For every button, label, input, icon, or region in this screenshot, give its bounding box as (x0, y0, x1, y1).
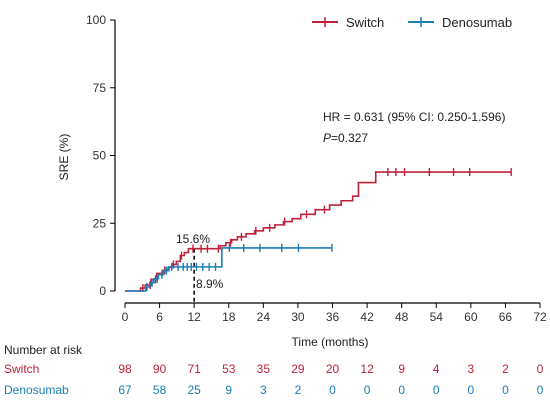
y-tick-label: 0 (99, 284, 106, 298)
risk-value-denosumab: 9 (225, 383, 232, 397)
risk-value-switch: 90 (153, 362, 167, 376)
risk-values: 98 90 71 53 35 29 20 12 9 4 3 2 067 58 25 9 3 2 0 0 0 0 0 0 0 (118, 362, 543, 397)
risk-value-denosumab: 67 (118, 383, 132, 397)
y-tick-label: 25 (93, 216, 107, 230)
p-value-text: P=0.327 (323, 131, 368, 145)
axes: 0 25 50 75 100 0 6 12 18 24 30 36 42 48 54 60 66 72 (86, 13, 547, 324)
risk-value-denosumab: 25 (187, 383, 201, 397)
risk-value-denosumab: 0 (364, 383, 371, 397)
annotation-denosumab-12m: 8.9% (196, 277, 224, 291)
risk-value-denosumab: 0 (537, 383, 544, 397)
risk-value-switch: 3 (467, 362, 474, 376)
x-tick-label: 6 (156, 310, 163, 324)
risk-table: Number at risk Switch Denosumab 98 90 71 53… (4, 343, 544, 397)
legend-item-denosumab: Denosumab (408, 15, 512, 30)
p-label: P (323, 131, 331, 145)
risk-value-denosumab: 0 (398, 383, 405, 397)
y-tick-label: 50 (93, 149, 107, 163)
x-axis-label: Time (months) (292, 335, 369, 349)
series-layer (125, 168, 512, 293)
x-tick-label: 72 (533, 310, 547, 324)
x-tick-label: 18 (222, 310, 236, 324)
risk-value-denosumab: 58 (153, 383, 167, 397)
x-tick-label: 24 (257, 310, 271, 324)
risk-row-label-denosumab: Denosumab (4, 383, 69, 397)
x-tick-label: 60 (464, 310, 478, 324)
annotation-switch-12m: 15.6% (176, 232, 210, 246)
p-value: =0.327 (331, 131, 368, 145)
risk-row-label-switch: Switch (4, 362, 39, 376)
risk-value-switch: 0 (537, 362, 544, 376)
series-line-denosumab (125, 247, 333, 292)
legend: Switch Denosumab (312, 15, 512, 30)
risk-value-switch: 4 (433, 362, 440, 376)
x-tick-label: 36 (326, 310, 340, 324)
hazard-ratio-text: HR = 0.631 (95% CI: 0.250-1.596) (323, 110, 505, 124)
risk-value-switch: 12 (360, 362, 374, 376)
risk-value-denosumab: 0 (433, 383, 440, 397)
legend-label-denosumab: Denosumab (442, 15, 512, 30)
legend-item-switch: Switch (312, 15, 384, 30)
x-tick-label: 66 (499, 310, 513, 324)
x-tick-label: 54 (430, 310, 444, 324)
x-tick-label: 42 (360, 310, 374, 324)
annotations: 15.6% 8.9% (176, 232, 224, 291)
risk-value-switch: 20 (326, 362, 340, 376)
risk-value-switch: 9 (398, 362, 405, 376)
risk-table-title: Number at risk (4, 343, 83, 357)
risk-value-switch: 29 (291, 362, 305, 376)
y-axis-label: SRE (%) (57, 134, 71, 181)
risk-value-switch: 2 (502, 362, 509, 376)
x-tick-label: 30 (291, 310, 305, 324)
risk-value-denosumab: 2 (295, 383, 302, 397)
y-tick-label: 75 (93, 81, 107, 95)
x-tick-label: 0 (122, 310, 129, 324)
risk-value-denosumab: 3 (260, 383, 267, 397)
legend-label-switch: Switch (346, 15, 384, 30)
risk-value-denosumab: 0 (467, 383, 474, 397)
risk-value-switch: 98 (118, 362, 132, 376)
risk-value-switch: 71 (187, 362, 201, 376)
risk-value-denosumab: 0 (502, 383, 509, 397)
risk-value-denosumab: 0 (329, 383, 336, 397)
x-tick-label: 12 (187, 310, 201, 324)
risk-value-switch: 53 (222, 362, 236, 376)
y-tick-label: 100 (86, 13, 106, 27)
risk-value-switch: 35 (257, 362, 271, 376)
x-tick-label: 48 (395, 310, 409, 324)
